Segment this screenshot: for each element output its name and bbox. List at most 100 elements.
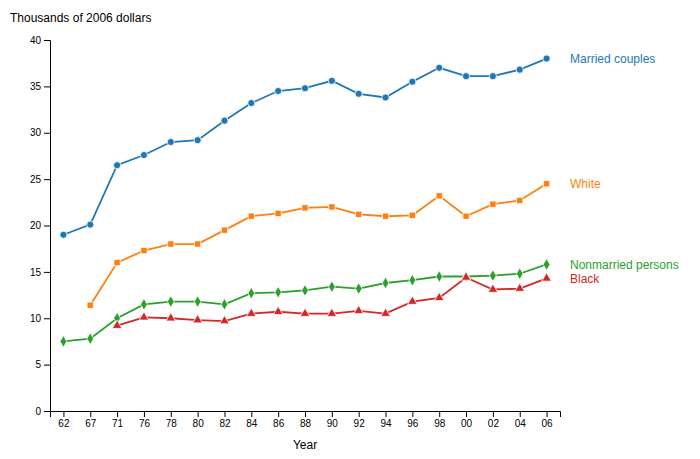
- tick-label: 00: [461, 418, 473, 429]
- tick: 90: [327, 411, 339, 429]
- tick: 00: [461, 411, 473, 429]
- marks: [60, 55, 552, 347]
- series: [112, 272, 551, 329]
- tick-label: 84: [246, 418, 258, 429]
- point: [141, 247, 147, 253]
- point: [409, 274, 416, 286]
- point: [408, 296, 418, 304]
- point: [462, 73, 469, 80]
- point: [302, 285, 309, 297]
- point: [248, 287, 255, 299]
- point: [543, 259, 550, 271]
- tick-mark: [278, 411, 279, 417]
- tick-mark: [44, 411, 50, 412]
- point: [194, 241, 200, 247]
- tick-mark: [171, 411, 172, 417]
- point: [114, 259, 120, 265]
- tick-mark: [44, 365, 50, 366]
- x-axis: 62 67 71 76 78 80 82 84 86 88 90 92 94 96 98 00 02 04 06: [51, 411, 561, 429]
- line: [63, 59, 546, 235]
- tick-label: 78: [166, 418, 178, 429]
- point: [436, 271, 443, 283]
- tick: 92: [354, 411, 366, 429]
- point: [434, 292, 444, 300]
- tick: 88: [300, 411, 312, 429]
- tick: 02: [488, 411, 500, 429]
- point: [87, 221, 94, 228]
- point: [382, 213, 388, 219]
- tick-mark: [547, 411, 548, 417]
- point: [139, 312, 149, 320]
- tick-mark: [63, 411, 64, 417]
- tick: 80: [193, 411, 205, 429]
- point: [328, 77, 335, 84]
- tick-mark: [359, 411, 360, 417]
- point: [355, 90, 362, 97]
- tick: 15: [30, 267, 50, 278]
- point: [275, 87, 282, 94]
- tick-mark: [144, 411, 145, 417]
- tick-label: 04: [515, 418, 527, 429]
- tick-mark: [305, 411, 306, 417]
- point: [516, 66, 523, 73]
- tick-mark: [117, 411, 118, 417]
- point: [382, 277, 389, 289]
- tick-label: 06: [542, 418, 554, 429]
- tick: 30: [30, 127, 50, 138]
- tick: 82: [219, 411, 231, 429]
- point: [221, 117, 228, 124]
- tick-label: 25: [30, 174, 42, 185]
- tick-label: 62: [58, 418, 70, 429]
- tick-mark: [44, 226, 50, 227]
- point: [543, 181, 549, 187]
- tick-mark: [224, 411, 225, 417]
- tick: 25: [30, 174, 50, 185]
- tick-label: 20: [30, 220, 42, 231]
- point: [167, 138, 174, 145]
- series: [60, 259, 550, 348]
- point: [329, 204, 335, 210]
- tick-label: 76: [139, 418, 151, 429]
- point: [327, 308, 337, 316]
- tick-label: 5: [35, 359, 41, 370]
- point: [543, 55, 550, 62]
- tick-label: 90: [327, 418, 339, 429]
- point: [275, 210, 281, 216]
- point: [220, 315, 230, 323]
- tick-label: 82: [219, 418, 231, 429]
- point: [302, 205, 308, 211]
- tick-label: 98: [434, 418, 446, 429]
- tick: 67: [85, 411, 97, 429]
- tick: 04: [515, 411, 527, 429]
- point: [356, 211, 362, 217]
- tick-label: 0: [35, 406, 41, 417]
- point: [461, 272, 471, 280]
- point: [193, 315, 203, 323]
- point: [194, 137, 201, 144]
- tick-label: 94: [380, 418, 392, 429]
- tick: 35: [30, 81, 50, 92]
- point: [542, 273, 552, 281]
- point: [409, 212, 415, 218]
- point: [273, 306, 283, 314]
- point: [60, 231, 67, 238]
- tick-mark: [90, 411, 91, 417]
- tick-label: 96: [407, 418, 419, 429]
- line: [90, 184, 546, 306]
- point: [167, 296, 174, 308]
- chart: 62 67 71 76 78 80 82 84 86 88 90 92 94 96 98 00 02 04 06 0 5…: [0, 0, 700, 459]
- tick: 10: [30, 313, 50, 324]
- tick-mark: [386, 411, 387, 417]
- tick-label: 92: [354, 418, 366, 429]
- tick-label: 71: [112, 418, 124, 429]
- y-axis: 0510152025303540: [30, 35, 51, 417]
- tick: 86: [273, 411, 285, 429]
- tick-label: 88: [300, 418, 312, 429]
- tick-mark: [466, 411, 467, 417]
- point: [194, 296, 201, 308]
- point: [463, 213, 469, 219]
- point: [355, 283, 362, 295]
- point: [516, 268, 523, 280]
- tick-mark: [44, 179, 50, 180]
- tick-label: 86: [273, 418, 285, 429]
